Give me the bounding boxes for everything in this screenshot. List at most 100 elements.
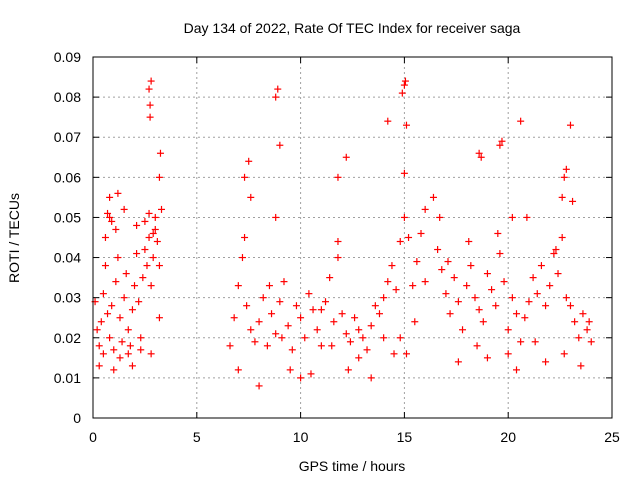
data-point bbox=[307, 370, 315, 378]
data-point bbox=[330, 318, 338, 326]
data-point bbox=[438, 266, 446, 274]
data-point bbox=[355, 354, 363, 362]
data-point bbox=[334, 238, 342, 246]
data-point bbox=[521, 314, 529, 322]
plot-frame bbox=[92, 56, 613, 419]
data-point bbox=[263, 342, 271, 350]
data-point bbox=[450, 274, 458, 282]
data-point bbox=[429, 193, 437, 201]
data-point bbox=[147, 77, 155, 85]
data-point bbox=[255, 318, 263, 326]
data-point bbox=[396, 334, 404, 342]
data-point bbox=[467, 262, 475, 270]
data-point bbox=[120, 294, 128, 302]
data-point bbox=[371, 302, 379, 310]
x-tick-label: 15 bbox=[397, 429, 413, 445]
data-point bbox=[396, 238, 404, 246]
data-point bbox=[104, 209, 112, 217]
data-point bbox=[558, 234, 566, 241]
data-point bbox=[384, 278, 392, 286]
data-point bbox=[402, 121, 410, 129]
data-point bbox=[566, 302, 574, 310]
y-axis-label: ROTI / TECUs bbox=[6, 193, 22, 283]
data-point bbox=[483, 270, 491, 278]
y-tick-label: 0.07 bbox=[54, 129, 81, 145]
data-point bbox=[546, 282, 554, 290]
data-point bbox=[398, 89, 406, 97]
data-point bbox=[585, 318, 593, 326]
data-point bbox=[116, 354, 124, 362]
data-point bbox=[149, 229, 157, 237]
data-point bbox=[583, 326, 591, 334]
data-point bbox=[479, 318, 487, 326]
data-point bbox=[402, 350, 410, 358]
data-point bbox=[95, 362, 103, 370]
data-point bbox=[131, 282, 139, 290]
data-point bbox=[93, 326, 101, 334]
data-point bbox=[122, 270, 130, 278]
data-point bbox=[417, 229, 425, 237]
gridlines bbox=[93, 57, 612, 418]
x-tick-label: 25 bbox=[604, 429, 620, 445]
data-point bbox=[421, 205, 429, 213]
data-point bbox=[525, 298, 533, 306]
data-point bbox=[552, 246, 560, 254]
data-point bbox=[147, 350, 155, 358]
data-point bbox=[153, 238, 161, 246]
data-point bbox=[342, 153, 350, 161]
y-tick-label: 0.02 bbox=[54, 330, 81, 346]
data-point bbox=[255, 382, 263, 390]
data-point bbox=[155, 262, 163, 270]
data-point bbox=[247, 326, 255, 334]
data-point bbox=[560, 173, 568, 181]
data-point bbox=[473, 342, 481, 350]
data-point bbox=[380, 334, 388, 342]
data-point bbox=[346, 338, 354, 346]
data-point bbox=[251, 338, 259, 346]
data-point bbox=[234, 366, 242, 374]
data-point bbox=[141, 246, 149, 254]
data-point bbox=[101, 234, 109, 241]
data-point bbox=[128, 362, 136, 370]
data-point bbox=[146, 101, 154, 109]
data-point bbox=[101, 262, 109, 270]
data-point bbox=[110, 346, 118, 354]
data-point bbox=[276, 141, 284, 149]
data-point bbox=[463, 282, 471, 290]
data-point bbox=[575, 334, 583, 342]
x-tick-label: 10 bbox=[293, 429, 309, 445]
data-point bbox=[126, 342, 134, 350]
data-point bbox=[338, 310, 346, 318]
data-point bbox=[359, 334, 367, 342]
data-point bbox=[297, 314, 305, 322]
data-point bbox=[297, 374, 305, 382]
y-tick-label: 0.09 bbox=[54, 49, 81, 65]
data-point bbox=[146, 113, 154, 121]
data-point bbox=[147, 282, 155, 290]
x-tick-label: 5 bbox=[193, 429, 201, 445]
data-point bbox=[454, 298, 462, 306]
data-point bbox=[500, 278, 508, 286]
data-point bbox=[413, 258, 421, 266]
data-point bbox=[411, 318, 419, 326]
data-point bbox=[444, 258, 452, 266]
data-point bbox=[504, 350, 512, 358]
data-points bbox=[91, 77, 595, 390]
data-point bbox=[562, 165, 570, 173]
data-point bbox=[151, 225, 159, 233]
data-point bbox=[537, 262, 545, 270]
data-point bbox=[97, 318, 105, 326]
data-point bbox=[471, 294, 479, 302]
data-point bbox=[317, 306, 325, 314]
data-point bbox=[498, 137, 506, 145]
data-point bbox=[409, 282, 417, 290]
data-point bbox=[504, 326, 512, 334]
y-tick-label: 0 bbox=[73, 410, 81, 426]
data-point bbox=[106, 193, 114, 201]
data-point bbox=[106, 334, 114, 342]
data-point bbox=[272, 93, 280, 101]
data-point bbox=[459, 326, 467, 334]
data-point bbox=[436, 213, 444, 221]
data-point bbox=[465, 238, 473, 246]
